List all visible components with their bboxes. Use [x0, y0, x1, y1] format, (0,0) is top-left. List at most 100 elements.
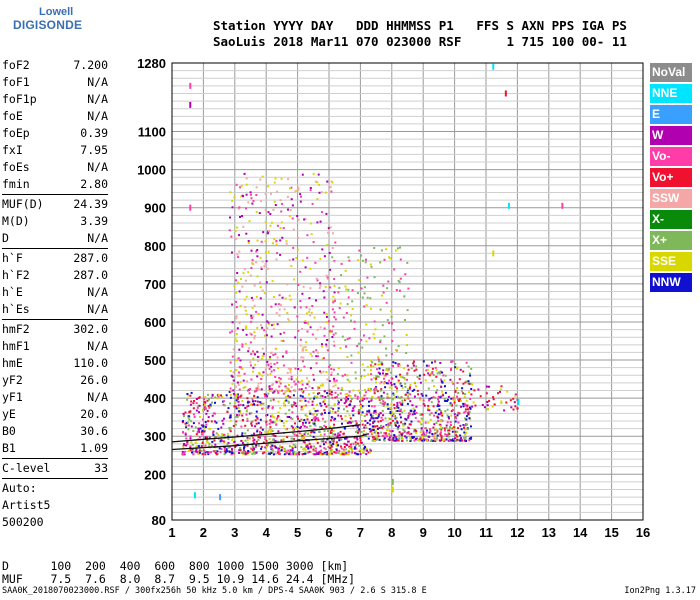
echo-point [391, 478, 394, 485]
echo-point [309, 397, 312, 400]
echo-point [408, 392, 410, 395]
echo-point [413, 430, 416, 433]
echo-point [282, 355, 284, 358]
echo-point [291, 445, 294, 448]
echo-point [319, 426, 322, 428]
echo-point [249, 404, 252, 406]
echo-point [390, 377, 393, 380]
echo-point [409, 386, 412, 389]
echo-point [460, 428, 463, 431]
echo-point [267, 406, 270, 409]
echo-point [258, 212, 261, 215]
echo-point [249, 332, 252, 335]
echo-point [384, 417, 387, 420]
echo-point [305, 445, 308, 448]
echo-point [401, 432, 404, 435]
echo-point [193, 492, 196, 499]
echo-point [355, 443, 357, 446]
echo-point [287, 208, 289, 211]
param-value: 287.0 [73, 268, 108, 282]
echo-point [229, 414, 232, 417]
echo-point [280, 439, 283, 442]
echo-point [325, 212, 328, 215]
echo-point [430, 438, 433, 441]
echo-point [259, 403, 262, 406]
echo-point [270, 192, 272, 195]
echo-point [287, 388, 290, 391]
echo-point [318, 183, 321, 186]
echo-point [335, 379, 338, 382]
echo-point [268, 385, 271, 388]
echo-point [398, 409, 401, 412]
echo-point [182, 453, 185, 456]
echo-point [466, 404, 469, 407]
echo-point [259, 178, 262, 181]
echo-point [235, 399, 238, 402]
echo-point [324, 396, 327, 398]
echo-point [321, 345, 323, 348]
y-tick-label: 200 [144, 467, 166, 482]
echo-point [260, 200, 262, 203]
echo-point [299, 427, 301, 429]
echo-point [432, 405, 435, 408]
echo-point [360, 399, 363, 402]
echo-point [447, 395, 450, 398]
echo-point [261, 452, 264, 455]
echo-point [377, 415, 380, 418]
echo-point [356, 429, 359, 432]
echo-point [315, 417, 318, 420]
echo-point [488, 399, 491, 402]
echo-point [309, 412, 312, 415]
echo-point [394, 417, 397, 420]
echo-point [454, 389, 457, 392]
echo-point [439, 372, 441, 375]
echo-point [383, 258, 386, 261]
echo-point [376, 427, 379, 430]
echo-point [340, 447, 343, 450]
echo-point [440, 436, 443, 439]
echo-point [265, 394, 267, 397]
echo-point [272, 242, 274, 245]
echo-point [214, 443, 217, 446]
echo-point [363, 415, 366, 417]
echo-point [428, 399, 430, 402]
echo-point [206, 439, 209, 442]
echo-point [229, 396, 232, 399]
echo-point [377, 358, 380, 361]
echo-point [226, 432, 229, 435]
echo-point [190, 425, 193, 428]
echo-point [393, 407, 396, 410]
echo-point [291, 437, 294, 440]
echo-point [517, 398, 520, 405]
echo-point [433, 423, 436, 426]
echo-point [260, 402, 263, 405]
echo-point [446, 414, 449, 417]
echo-point [417, 420, 420, 423]
echo-point [440, 435, 443, 438]
echo-point [192, 407, 195, 410]
echo-point [360, 397, 363, 399]
echo-point [233, 394, 236, 397]
echo-point [407, 388, 409, 390]
echo-point [373, 405, 376, 408]
echo-point [237, 374, 240, 377]
echo-point [311, 387, 314, 390]
echo-point [314, 450, 317, 452]
echo-point [278, 308, 281, 311]
echo-point [307, 451, 310, 454]
echo-point [326, 339, 329, 341]
echo-point [408, 433, 411, 436]
echo-point [237, 400, 240, 403]
echo-point [391, 322, 393, 325]
echo-point [364, 388, 366, 391]
echo-point [337, 401, 340, 404]
echo-point [365, 258, 367, 261]
echo-point [305, 321, 308, 324]
echo-point [287, 400, 290, 403]
echo-point [315, 452, 318, 455]
echo-point [332, 407, 335, 410]
param-label: B1 [2, 441, 16, 455]
echo-point [339, 445, 342, 448]
echo-point [406, 364, 409, 367]
echo-point [307, 447, 310, 450]
